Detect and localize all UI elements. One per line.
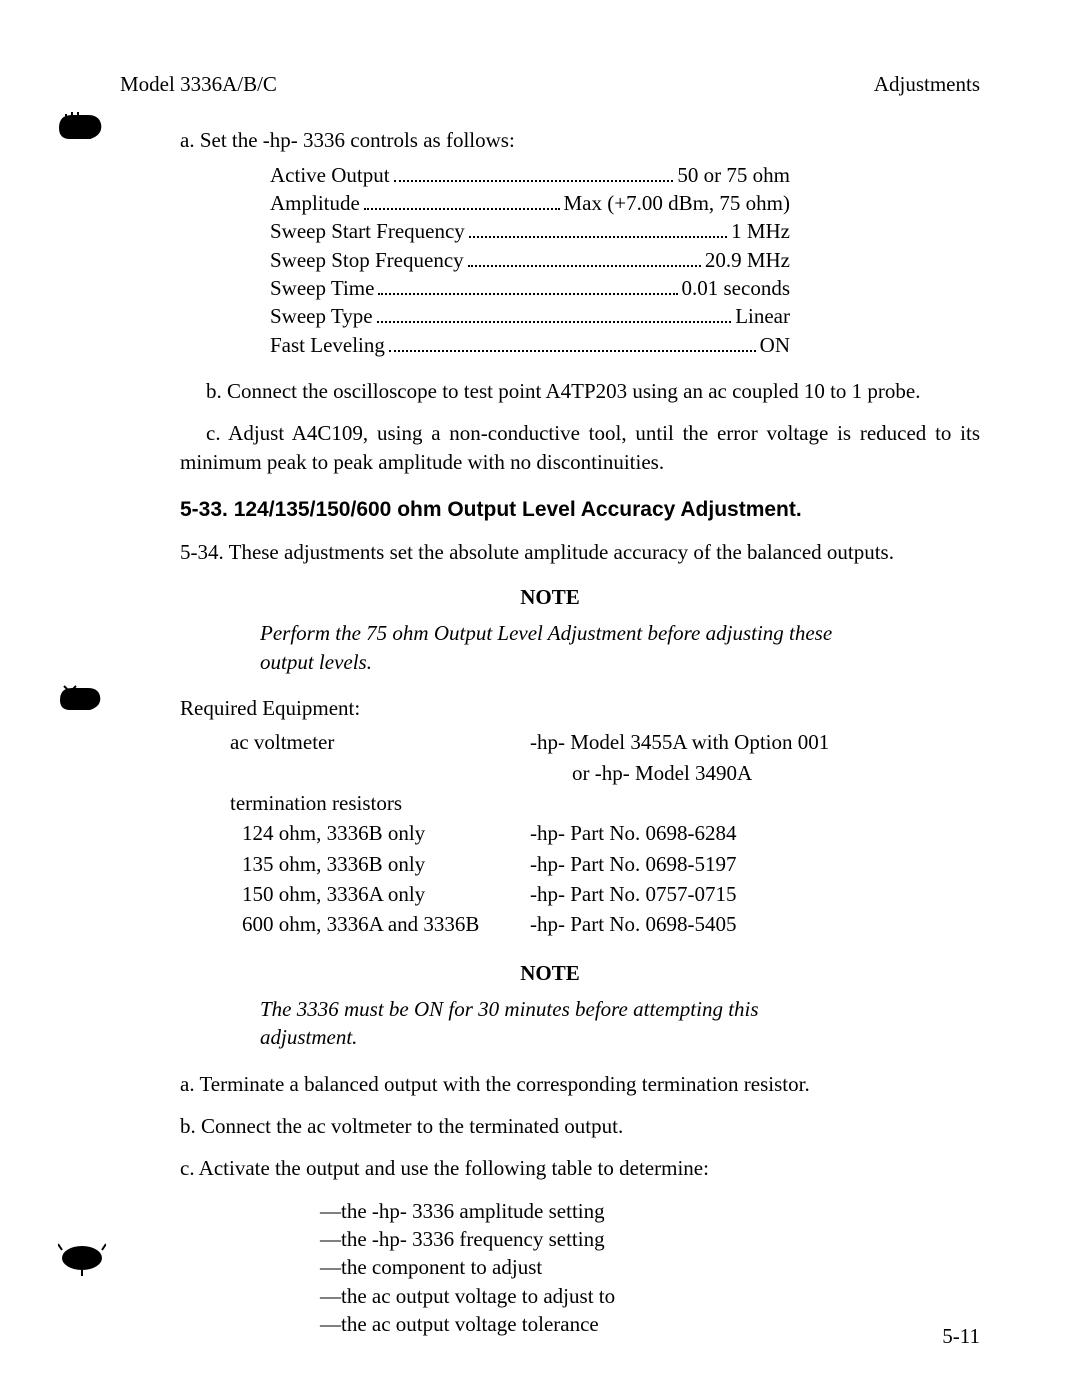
dot-leader — [389, 335, 756, 352]
dot-leader — [469, 222, 727, 239]
section-title: 5-33. 124/135/150/600 ohm Output Level A… — [180, 496, 980, 524]
eq-right: -hp- Part No. 0698-5197 — [530, 850, 890, 878]
margin-icon-bot — [58, 1240, 106, 1276]
dot-leader — [468, 250, 701, 267]
setting-row: Sweep Type Linear — [270, 302, 790, 330]
eq-right: or -hp- Model 3490A — [530, 759, 890, 787]
setting-value: 50 or 75 ohm — [677, 161, 790, 189]
sublist-item: —the ac output voltage tolerance — [320, 1310, 980, 1338]
settings-list: Active Output 50 or 75 ohm Amplitude Max (+… — [270, 161, 790, 359]
sublist-item: —the ac output voltage to adjust to — [320, 1282, 980, 1310]
determine-sublist: —the -hp- 3336 amplitude setting—the -hp… — [320, 1197, 980, 1339]
note1-body: Perform the 75 ohm Output Level Adjustme… — [260, 619, 840, 676]
step-b: b. Connect the oscilloscope to test poin… — [180, 377, 980, 405]
note2-body: The 3336 must be ON for 30 minutes befor… — [260, 995, 840, 1052]
header-left: Model 3336A/B/C — [120, 70, 277, 98]
eq-left: 135 ohm, 3336B only — [230, 850, 530, 878]
setting-value: 1 MHz — [731, 217, 790, 245]
eq-left: 600 ohm, 3336A and 3336B — [230, 910, 530, 938]
page: Model 3336A/B/C Adjustments a. Set the -… — [0, 0, 1080, 1392]
section-para: 5-34. These adjustments set the absolute… — [180, 538, 980, 566]
dot-leader — [377, 307, 732, 324]
eq-right: -hp- Model 3455A with Option 001 — [530, 728, 890, 756]
eq-right — [530, 789, 890, 817]
setting-label: Sweep Start Frequency — [270, 217, 465, 245]
setting-row: Sweep Stop Frequency 20.9 MHz — [270, 246, 790, 274]
equipment-grid: ac voltmeter-hp- Model 3455A with Option… — [230, 728, 980, 938]
step2-c: c. Activate the output and use the follo… — [180, 1154, 980, 1182]
setting-value: 20.9 MHz — [705, 246, 790, 274]
setting-value: Max (+7.00 dBm, 75 ohm) — [564, 189, 791, 217]
eq-left: termination resistors — [230, 789, 530, 817]
margin-icon-mid — [58, 680, 102, 714]
setting-row: Sweep Start Frequency 1 MHz — [270, 217, 790, 245]
eq-right: -hp- Part No. 0698-6284 — [530, 819, 890, 847]
note2-title: NOTE — [120, 959, 980, 987]
setting-row: Sweep Time 0.01 seconds — [270, 274, 790, 302]
setting-label: Fast Leveling — [270, 331, 385, 359]
eq-left: ac voltmeter — [230, 728, 530, 756]
eq-right: -hp- Part No. 0757-0715 — [530, 880, 890, 908]
note1-title: NOTE — [120, 583, 980, 611]
setting-value: ON — [760, 331, 790, 359]
step2-a: a. Terminate a balanced output with the … — [180, 1070, 980, 1098]
setting-row: Amplitude Max (+7.00 dBm, 75 ohm) — [270, 189, 790, 217]
page-number: 5-11 — [942, 1322, 980, 1350]
setting-label: Amplitude — [270, 189, 360, 217]
sublist-item: —the -hp- 3336 amplitude setting — [320, 1197, 980, 1225]
setting-row: Fast Leveling ON — [270, 331, 790, 359]
setting-value: 0.01 seconds — [682, 274, 791, 302]
eq-left: 124 ohm, 3336B only — [230, 819, 530, 847]
setting-label: Sweep Time — [270, 274, 374, 302]
step-a-intro: a. Set the -hp- 3336 controls as follows… — [180, 126, 980, 154]
sublist-item: —the -hp- 3336 frequency setting — [320, 1225, 980, 1253]
margin-icon-top — [58, 108, 102, 142]
setting-label: Sweep Stop Frequency — [270, 246, 464, 274]
eq-right: -hp- Part No. 0698-5405 — [530, 910, 890, 938]
eq-left: 150 ohm, 3336A only — [230, 880, 530, 908]
dot-leader — [364, 193, 560, 210]
step-c: c. Adjust A4C109, using a non-conductive… — [180, 419, 980, 476]
eq-left — [230, 759, 530, 787]
setting-value: Linear — [735, 302, 790, 330]
required-equipment-label: Required Equipment: — [180, 694, 980, 722]
page-header: Model 3336A/B/C Adjustments — [120, 70, 980, 98]
dot-leader — [394, 165, 674, 182]
step2-b: b. Connect the ac voltmeter to the termi… — [180, 1112, 980, 1140]
dot-leader — [378, 278, 677, 295]
setting-label: Active Output — [270, 161, 390, 189]
sublist-item: —the component to adjust — [320, 1253, 980, 1281]
header-right: Adjustments — [874, 70, 980, 98]
setting-label: Sweep Type — [270, 302, 373, 330]
setting-row: Active Output 50 or 75 ohm — [270, 161, 790, 189]
